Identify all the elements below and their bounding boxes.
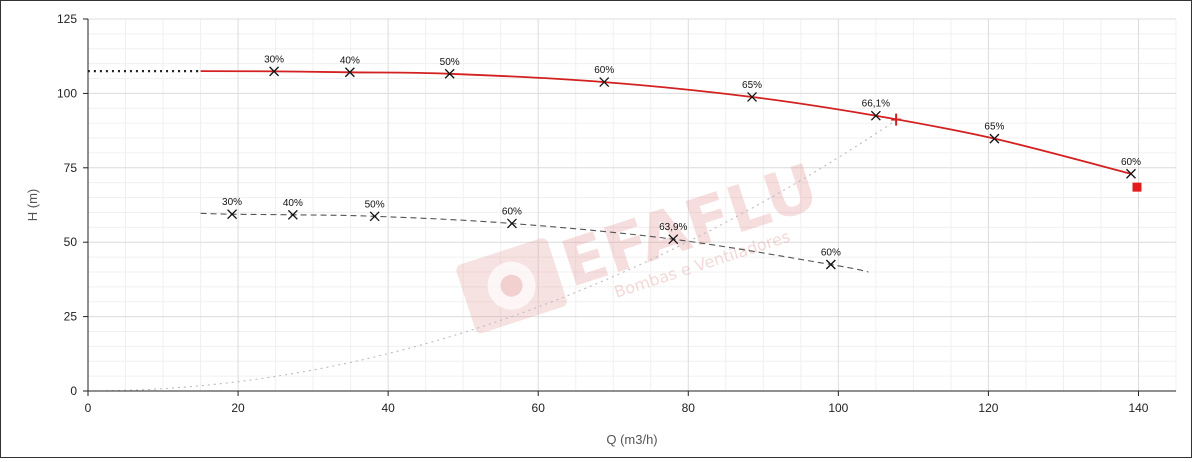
data-label: 66,1% — [862, 99, 890, 110]
watermark-shield — [456, 238, 567, 334]
data-label: 40% — [340, 55, 360, 66]
data-point — [989, 133, 1000, 144]
point-marker-stroke — [747, 92, 758, 102]
axes — [87, 19, 1176, 392]
series-line-1 — [200, 212, 869, 273]
data-point — [1126, 168, 1136, 179]
point-marker-stroke — [287, 209, 298, 220]
data-point — [287, 209, 298, 220]
y-tick-label: 75 — [64, 161, 78, 175]
data-label: 65% — [742, 80, 762, 91]
extra-square-marker — [1132, 182, 1142, 192]
data-label: 60% — [502, 206, 522, 217]
point-marker-stroke — [506, 218, 517, 229]
x-tick-label: 60 — [532, 401, 546, 415]
point-marker-stroke — [369, 211, 380, 222]
x-tick-label: 0 — [85, 401, 92, 415]
x-tick-label: 140 — [1128, 401, 1148, 415]
data-point — [369, 211, 380, 222]
data-label: 60% — [594, 65, 614, 76]
point-marker-stroke — [344, 67, 355, 78]
data-label: 65% — [984, 122, 1004, 133]
y-tick-label: 0 — [70, 384, 77, 398]
y-tick-label: 25 — [64, 310, 78, 324]
point-marker-stroke — [599, 77, 610, 88]
x-tick-label: 100 — [828, 401, 848, 415]
data-point — [825, 259, 836, 270]
data-label: 30% — [264, 54, 284, 65]
data-label: 40% — [283, 198, 303, 209]
watermark-badge-core — [500, 274, 523, 297]
x-tick-label: 20 — [231, 401, 245, 415]
y-tick-label: 100 — [57, 86, 77, 100]
point-marker-stroke — [1126, 168, 1136, 179]
data-point — [444, 68, 455, 79]
series-line-0 — [200, 70, 1132, 175]
y-axis-label: H (m) — [25, 189, 40, 222]
data-point — [227, 209, 238, 220]
tick-labels: 0 20 40 60 80 100 120 140 0 25 50 75 100 125 — [57, 12, 1149, 415]
data-label: 63,9% — [659, 222, 687, 233]
y-tick-label: 125 — [57, 12, 77, 26]
operating-point-marker — [891, 113, 902, 126]
point-marker-stroke — [989, 133, 1000, 144]
data-point — [599, 77, 610, 88]
data-point — [668, 234, 679, 245]
data-label: 30% — [222, 197, 242, 208]
point-marker-stroke — [269, 66, 280, 77]
data-point — [747, 92, 758, 102]
curves — [87, 69, 1132, 392]
data-label: 60% — [1121, 157, 1141, 168]
data-point — [506, 218, 517, 229]
data-point — [269, 66, 280, 77]
data-label: 50% — [440, 57, 460, 68]
watermark-badge-ring — [487, 261, 536, 310]
point-marker-stroke — [825, 259, 836, 270]
x-tick-label: 80 — [682, 401, 696, 415]
data-point — [344, 67, 355, 78]
point-marker-stroke — [870, 110, 881, 121]
grid-major — [87, 18, 1176, 392]
point-marker-stroke — [444, 68, 455, 79]
data-label: 50% — [365, 199, 385, 210]
point-marker-stroke — [227, 209, 238, 220]
markers: 30% 40% 50% 60% 65% 66,1% 65% 60% 30% 40% 50% 60% 63… — [222, 54, 1142, 270]
x-tick-label: 40 — [381, 401, 395, 415]
y-tick-label: 50 — [64, 235, 78, 249]
data-point — [870, 110, 881, 121]
point-marker-stroke — [668, 234, 679, 245]
grid-minor — [88, 19, 1177, 391]
series-line-3 — [87, 119, 897, 392]
x-tick-label: 120 — [978, 401, 998, 415]
x-axis-label: Q (m3/h) — [606, 432, 657, 447]
data-label: 60% — [821, 248, 841, 259]
